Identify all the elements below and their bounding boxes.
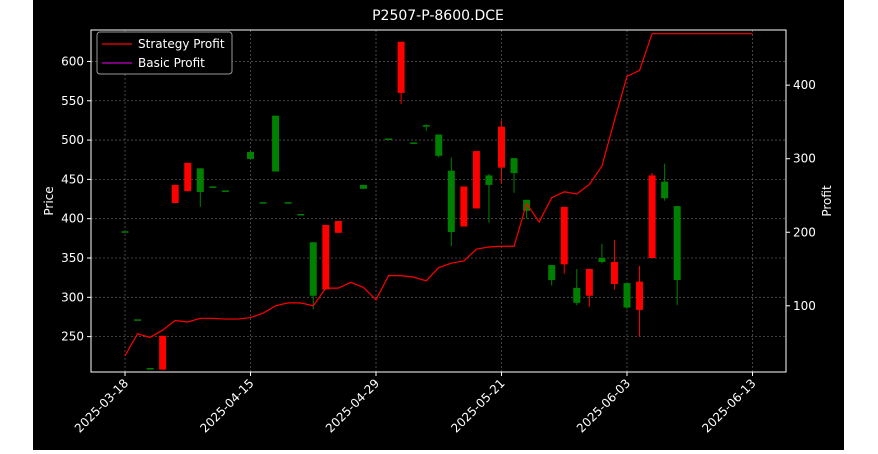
candle-body: [598, 258, 606, 262]
candle-body: [498, 126, 505, 168]
x-tick-label: 2025-04-29: [323, 376, 382, 435]
candle-body: [134, 319, 142, 321]
x-axis-ticks: 2025-03-18 2025-04-15 2025-04-29 2025-05-21…: [72, 372, 759, 435]
y-tick-label: 550: [61, 94, 84, 108]
y-tick-label: 300: [61, 290, 84, 304]
y-tick-label-right: 100: [793, 299, 816, 313]
candle-body: [485, 175, 493, 185]
x-tick-label: 2025-06-13: [699, 376, 758, 435]
candle-body: [585, 269, 593, 296]
candle-body: [196, 168, 204, 192]
y-tick-label: 600: [61, 54, 84, 68]
candle-body: [435, 134, 443, 156]
candle-body: [385, 138, 393, 140]
y-axis-ticks: 250 300 350 400 450 500 550 600: [61, 54, 91, 344]
candle-body: [284, 202, 292, 204]
x-tick-label: 2025-05-21: [448, 376, 507, 435]
legend-label-basic-profit: Basic Profit: [138, 56, 205, 70]
candle-body: [560, 206, 568, 265]
y-tick-label: 400: [61, 212, 84, 226]
candle-body: [447, 170, 455, 233]
y-tick-label: 500: [61, 133, 84, 147]
candle-body: [171, 184, 179, 203]
candle-body: [422, 125, 430, 127]
candle-body: [334, 221, 342, 233]
candle-body: [359, 184, 367, 189]
candle-body: [673, 206, 681, 281]
plot-area-border: [90, 29, 787, 373]
candle-body: [121, 231, 129, 233]
candle-body: [397, 41, 405, 93]
y-tick-label: 350: [61, 251, 84, 265]
x-tick-label: 2025-04-15: [197, 376, 256, 435]
candle-body: [159, 335, 167, 370]
candlestick-chart: P2507-P-8600.DCE Price Profit 250 300 350 4…: [42, 8, 834, 435]
candle-body: [648, 175, 656, 258]
y-tick-label: 450: [61, 172, 84, 186]
candle-body: [410, 142, 418, 144]
grid-lines: [91, 30, 786, 372]
y-axis-ticks-right: 100 200 300 400: [786, 78, 816, 313]
y-axis-label-right: Profit: [820, 185, 834, 217]
chart-frame: P2507-P-8600.DCE Price Profit 250 300 350 4…: [33, 0, 844, 450]
candle-body: [460, 186, 468, 227]
candle-body: [472, 151, 480, 209]
legend-label-strategy-profit: Strategy Profit: [138, 37, 225, 51]
candle-body: [573, 287, 581, 303]
candle-body: [610, 261, 618, 284]
candle-body: [297, 213, 305, 216]
profit-lines: [124, 33, 753, 357]
candle-body: [636, 281, 644, 310]
y-tick-label: 250: [61, 330, 84, 344]
y-axis-label: Price: [42, 186, 56, 215]
candle-body: [247, 151, 254, 159]
x-tick-label: 2025-03-18: [72, 376, 131, 435]
candle-body: [259, 202, 267, 204]
candle-body: [272, 115, 280, 172]
y-tick-label-right: 300: [793, 152, 816, 166]
y-tick-label-right: 400: [793, 78, 816, 92]
x-tick-label: 2025-06-03: [574, 376, 633, 435]
candles: [121, 41, 681, 370]
candle-body: [322, 224, 330, 290]
candle-body: [221, 190, 229, 192]
candle-body: [510, 158, 518, 174]
y-tick-label-right: 200: [793, 225, 816, 239]
candle-body: [661, 181, 669, 199]
legend: Strategy Profit Basic Profit: [96, 31, 233, 75]
chart-title: P2507-P-8600.DCE: [372, 8, 504, 24]
candle-body: [548, 265, 556, 281]
strategy-profit-line: [124, 33, 753, 357]
candle-body: [146, 368, 154, 370]
candle-body: [309, 242, 317, 296]
candle-body: [209, 186, 217, 188]
candle-body: [623, 283, 631, 308]
candle-body: [184, 162, 192, 192]
